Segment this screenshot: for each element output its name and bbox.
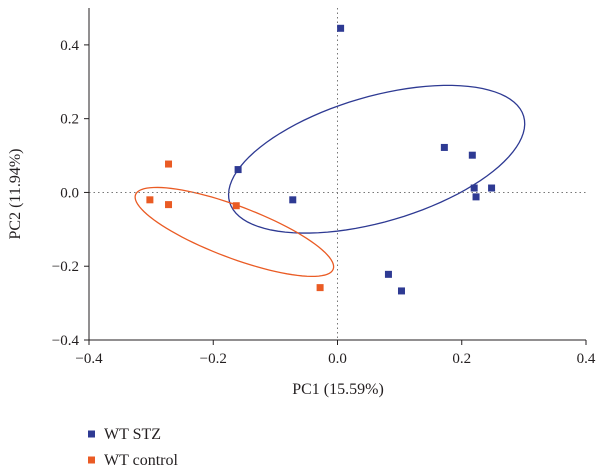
point-wt-control (165, 160, 173, 168)
point-wt-stz (488, 184, 496, 192)
point-wt-control (232, 202, 240, 210)
x-tick-label: 0.4 (577, 351, 596, 367)
point-wt-stz (397, 287, 405, 295)
legend-marker-wt-control (88, 456, 95, 464)
point-wt-stz (468, 151, 476, 159)
y-axis-title: PC2 (11.94%) (7, 149, 24, 240)
point-wt-stz (289, 196, 297, 204)
y-tick-label: 0.0 (60, 185, 79, 201)
x-tick-label: −0.4 (75, 351, 103, 367)
x-tick-label: −0.2 (200, 351, 227, 367)
point-wt-control (316, 284, 324, 292)
y-tick-label: 0.4 (60, 38, 79, 54)
x-axis-title: PC1 (15.59%) (292, 381, 384, 398)
point-wt-stz (384, 270, 392, 278)
ellipse-0 (227, 84, 526, 234)
legend-label-wt-stz: WT STZ (104, 426, 161, 443)
x-tick-label: 0.0 (328, 351, 347, 367)
ellipses-layer (134, 84, 526, 278)
legend: WT STZ WT control (88, 426, 178, 469)
y-tick-label: 0.2 (60, 112, 79, 128)
zero-lines-layer (89, 8, 586, 340)
points-layer (146, 24, 496, 295)
x-tick-label: 0.2 (452, 351, 471, 367)
y-tick-label: −0.4 (52, 333, 80, 349)
y-tick-label: −0.2 (52, 259, 79, 275)
point-wt-stz (337, 24, 345, 32)
point-wt-control (146, 196, 154, 204)
legend-label-wt-control: WT control (104, 452, 178, 469)
point-wt-stz (470, 184, 478, 192)
ellipse-1 (134, 186, 335, 278)
point-wt-control (165, 201, 173, 209)
ticks-layer: −0.4 −0.2 0.0 0.2 0.4 −0.4 −0.2 0.0 0.2 0.4 (52, 38, 596, 367)
point-wt-stz (472, 193, 480, 201)
legend-marker-wt-stz (88, 430, 95, 438)
point-wt-stz (440, 143, 448, 151)
point-wt-stz (234, 166, 242, 174)
